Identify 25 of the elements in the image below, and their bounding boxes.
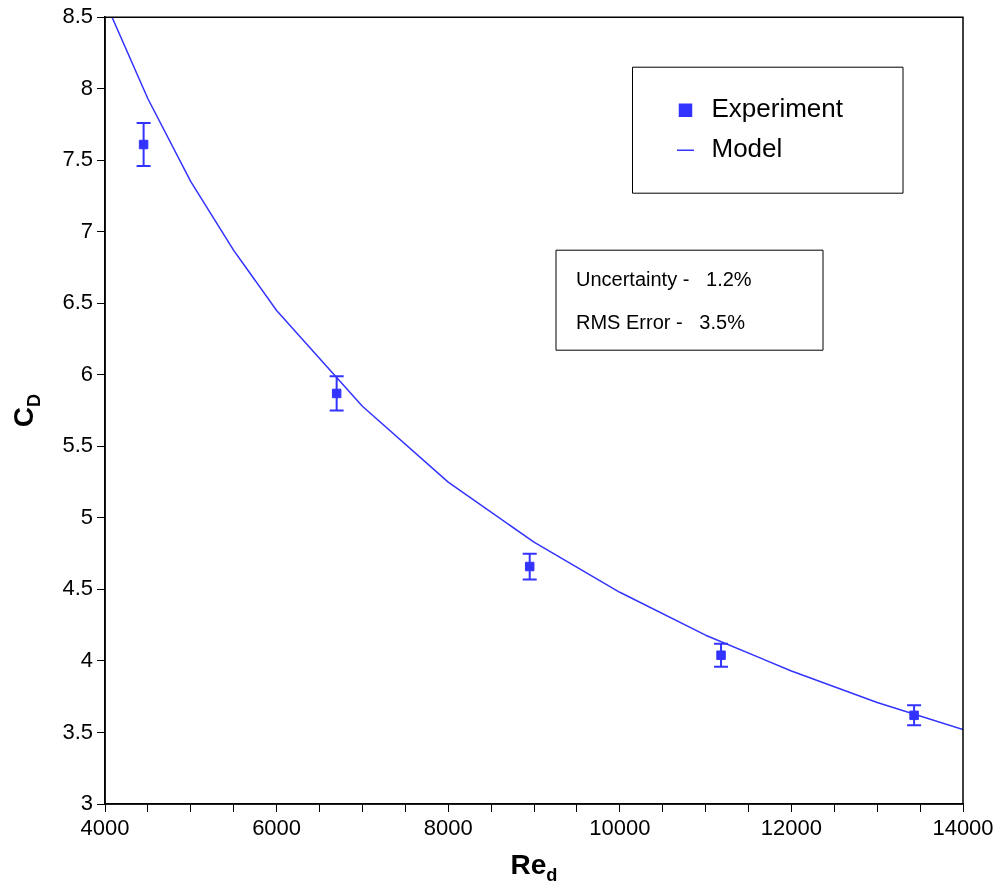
point: [716, 650, 726, 660]
y-tick-label: 3: [80, 790, 93, 816]
x-tick-label: 8000: [423, 815, 473, 841]
y-tick-label: 6: [80, 360, 93, 386]
y-tick-label: 8: [80, 74, 93, 100]
y-tick-label: 4: [80, 647, 93, 673]
y-tick-label: 5: [80, 503, 93, 529]
annotation: RMS Error - 3.5%: [576, 310, 746, 333]
legend-label: Experiment: [711, 93, 844, 124]
annotation: Uncertainty - 1.2%: [576, 267, 752, 290]
x-tick-label: 6000: [252, 815, 302, 841]
y-tick-label: 7: [80, 217, 93, 243]
y-axis-title: CD: [7, 393, 44, 428]
x-tick-label: 4000: [80, 815, 130, 841]
y-tick-label: 7.5: [62, 146, 93, 172]
x-tick-label: 12000: [760, 815, 822, 841]
y-tick-label: 3.5: [62, 718, 93, 744]
y-tick-label: 8.5: [62, 3, 93, 29]
legend-label: Model: [711, 133, 783, 164]
y-tick-label: 5.5: [62, 432, 93, 458]
point: [909, 710, 919, 721]
y-tick-label: 6.5: [62, 289, 93, 315]
x-tick-label: 10000: [589, 815, 651, 841]
y-tick-label: 4.5: [62, 575, 93, 601]
x-tick-label: 14000: [932, 815, 994, 841]
